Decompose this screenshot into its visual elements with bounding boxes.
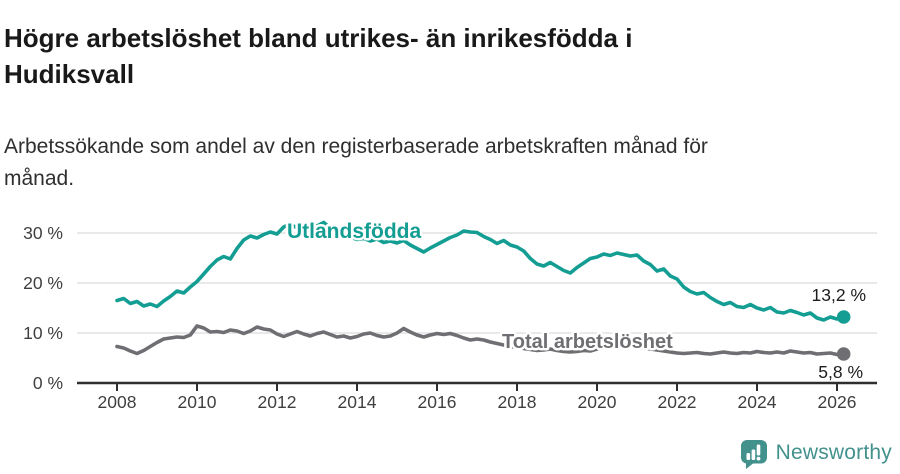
series-label: Total arbetslöshet [502,331,673,353]
x-axis-tick-label: 2024 [738,392,777,412]
series-line-utlandsfodda [115,220,846,322]
series-end-dot [836,347,851,361]
series-end-value-label: 13,2 % [812,285,866,305]
newsworthy-bubble-icon [740,440,767,469]
x-axis-tick-label: 2026 [818,392,857,412]
x-axis-tick-label: 2022 [658,392,697,412]
x-axis-tick-label: 2018 [498,392,537,412]
series-label: Utlandsfödda [287,220,421,243]
chart-subtitle: Arbetssökande som andel av den registerb… [4,135,708,190]
y-axis-tick-label: 30 % [23,223,63,243]
series-line-total [115,324,846,357]
x-axis-tick-label: 2014 [338,392,377,412]
newsworthy-logo[interactable]: Newsworthy [739,437,892,469]
series-end-dot [836,310,851,324]
series-end-value-label: 5,8 % [818,362,863,382]
x-axis-tick-label: 2008 [98,392,137,412]
y-axis-tick-label: 10 % [23,323,63,343]
x-axis-tick-label: 2012 [258,392,297,412]
newsworthy-wordmark: Newsworthy [775,441,892,464]
x-axis-tick-label: 2016 [418,392,457,412]
y-axis-tick-label: 20 % [23,273,63,293]
series-labels: Utlandsfödda 13,2 % Total arbetslöshet 5,8 … [285,218,867,383]
series-lines [115,220,851,361]
x-axis-tick-label: 2020 [578,392,617,412]
unemployment-line-chart: 0 % 10 % 20 % 30 % 2008 2010 2012 2014 2016 2018… [23,218,877,412]
chart-title: Högre arbetslöshet bland utrikes- än inr… [4,23,633,90]
gridlines: 0 % 10 % 20 % 30 % [23,223,877,393]
x-axis-tick-label: 2010 [178,392,217,412]
x-axis: 2008 2010 2012 2014 2016 2018 2020 2022 2024 2026 [77,381,877,412]
y-axis-tick-label: 0 % [33,373,63,393]
